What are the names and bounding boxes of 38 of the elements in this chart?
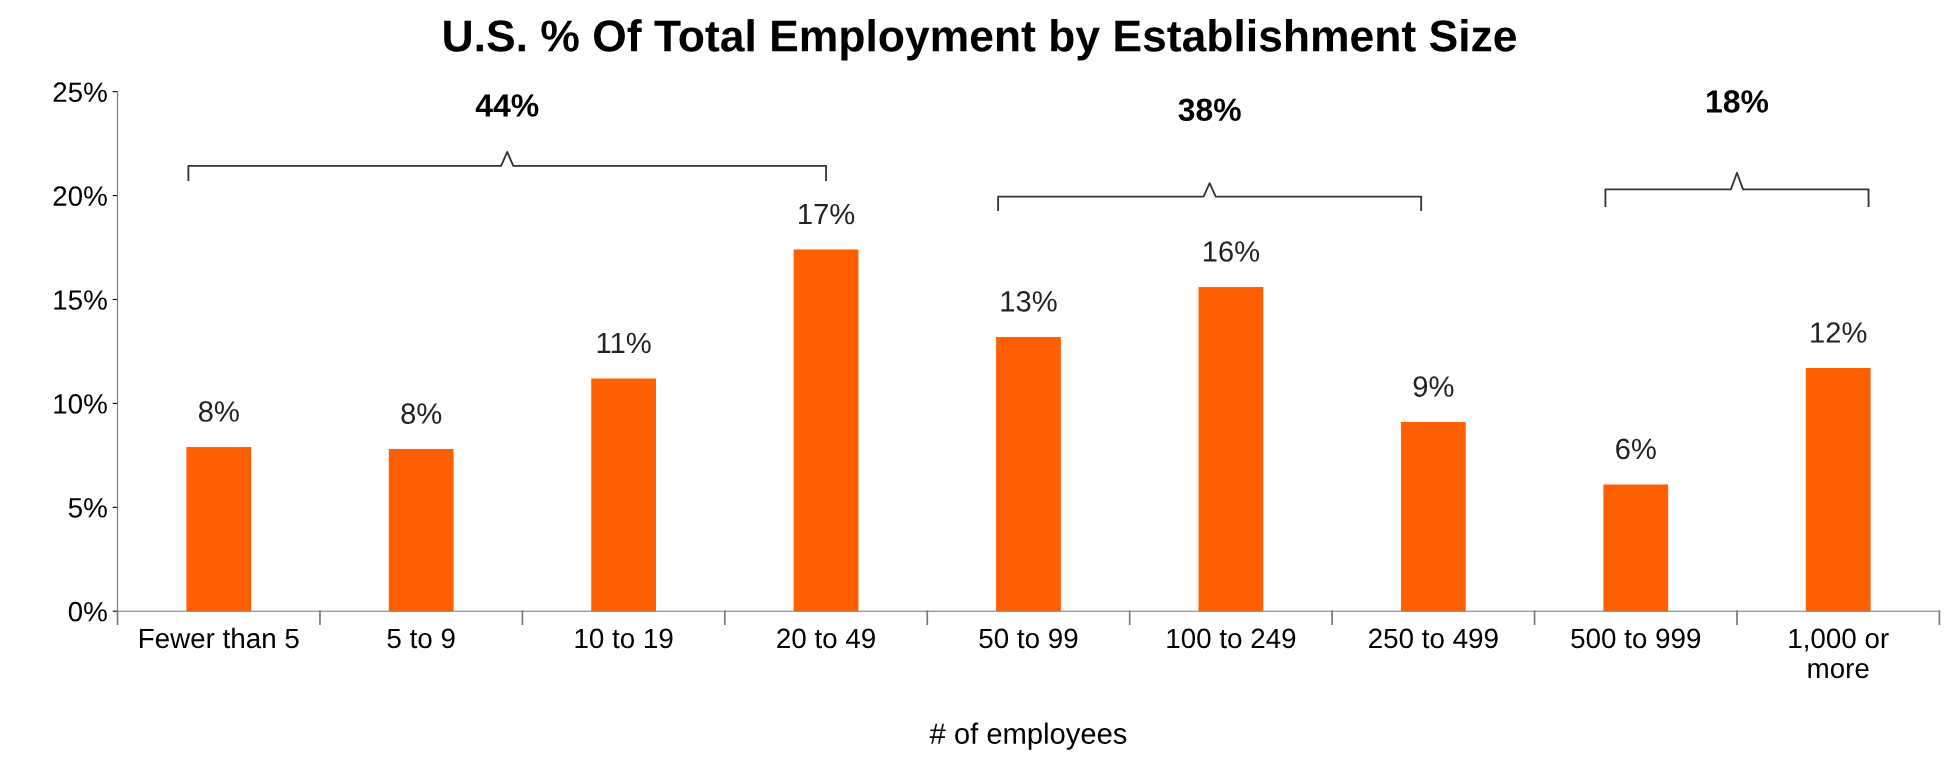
y-tick-label: 20%: [53, 186, 107, 206]
x-tick-label: 10 to 19: [575, 628, 673, 649]
y-tick-label: 5%: [68, 498, 107, 518]
x-tick-label: 50 to 99: [979, 628, 1078, 649]
bar: [1198, 287, 1264, 612]
annotation: 44%: [475, 94, 539, 117]
data-label: 11%: [597, 332, 651, 354]
x-tick-label: 20 to 49: [777, 628, 875, 649]
bar: [1400, 422, 1466, 612]
bar: [996, 336, 1061, 612]
data-label: 8%: [401, 403, 442, 424]
data-label: 16%: [1203, 241, 1260, 262]
data-label: 6%: [1616, 438, 1656, 460]
bar: [591, 378, 656, 612]
data-label: 12%: [1811, 322, 1867, 343]
bar: [186, 447, 252, 612]
x-axis-title: # of employees: [929, 722, 1127, 750]
y-tick-label: 25%: [53, 82, 107, 103]
y-tick-label: 15%: [54, 290, 107, 310]
chart-title: U.S. % Of Total Employment by Establishment Size: [444, 19, 1516, 61]
x-tick-label: 500 to 999: [1571, 628, 1701, 649]
y-tick-label: 0%: [68, 601, 107, 622]
annotation: 38%: [1178, 98, 1241, 122]
x-tick-label: 250 to 499: [1369, 628, 1498, 649]
data-label: 13%: [1001, 291, 1057, 312]
x-tick-label: 100 to 249: [1167, 628, 1296, 649]
data-label: 9%: [1413, 376, 1454, 397]
data-label: 8%: [198, 401, 239, 422]
x-tick-label: 1,000 or more: [1789, 628, 1889, 679]
y-tick-label: 10%: [54, 394, 107, 414]
bar: [793, 249, 859, 612]
annotation: 18%: [1707, 90, 1769, 113]
x-tick-label: 5 to 9: [387, 628, 455, 649]
bar: [388, 449, 454, 612]
data-label: 17%: [799, 203, 855, 225]
bar: [1603, 484, 1669, 612]
x-tick-label: Fewer than 5: [139, 627, 299, 649]
bar: [1805, 368, 1871, 612]
